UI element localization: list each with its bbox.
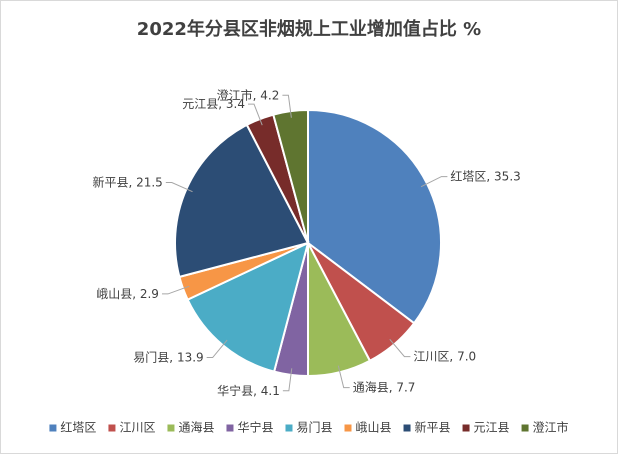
data-label-name: 红塔区 — [450, 168, 486, 183]
data-label-value: 2.9 — [140, 286, 159, 300]
legend-marker — [462, 424, 470, 432]
leader-line — [165, 182, 193, 193]
legend-marker — [521, 424, 529, 432]
data-label-separator: , — [218, 97, 226, 111]
data-label-name: 峨山县 — [96, 286, 132, 300]
legend: 红塔区 江川区 通海县 华宁县 易门县 峨山县 新平县 元江县 澄江市 — [49, 420, 569, 435]
data-label-separator: , — [486, 169, 494, 183]
data-label: 元江县, 3.4 — [182, 97, 245, 111]
data-label: 红塔区, 35.3 — [450, 168, 520, 183]
data-label-name: 澄江市 — [217, 87, 253, 102]
legend-marker — [226, 424, 234, 432]
legend-label: 元江县 — [474, 421, 510, 435]
data-label-value: 7.7 — [396, 380, 415, 394]
data-label-value: 7.0 — [457, 349, 476, 363]
data-label-name: 通海县 — [353, 379, 389, 394]
data-label-value: 4.2 — [260, 88, 279, 102]
leader-line — [282, 368, 293, 392]
data-label-separator: , — [128, 175, 136, 189]
leader-line — [206, 339, 228, 359]
legend-label: 峨山县 — [356, 421, 392, 435]
leader-line — [282, 94, 292, 118]
data-label: 通海县, 7.7 — [353, 379, 416, 394]
legend-marker — [49, 424, 57, 432]
leader-line — [337, 365, 350, 389]
legend-label: 新平县 — [415, 420, 451, 435]
data-label-name: 华宁县 — [217, 382, 253, 397]
legend-marker — [285, 424, 293, 432]
chart-title: 2022年分县区非烟规上工业增加值占比 % — [137, 18, 481, 40]
legend-label: 易门县 — [296, 420, 332, 435]
leader-line — [161, 285, 190, 295]
data-label-name: 元江县 — [182, 97, 218, 111]
data-label-value: 13.9 — [177, 350, 204, 364]
data-label-separator: , — [389, 380, 397, 394]
legend-marker — [167, 424, 175, 432]
leader-line — [420, 176, 448, 188]
legend-label: 江川区 — [119, 421, 155, 435]
data-label-name: 新平县 — [92, 174, 128, 189]
leader-line — [389, 339, 411, 358]
data-label-value: 4.1 — [261, 383, 280, 397]
data-label-separator: , — [449, 349, 457, 363]
data-label: 江川区, 7.0 — [413, 349, 476, 363]
data-label-name: 易门县 — [133, 349, 169, 364]
legend-marker — [403, 424, 411, 432]
data-label: 华宁县, 4.1 — [217, 382, 280, 397]
data-label: 易门县, 13.9 — [133, 349, 203, 364]
legend-marker — [344, 424, 352, 432]
data-label-name: 江川区 — [413, 349, 449, 363]
legend-label: 通海县 — [178, 420, 214, 435]
legend-label: 华宁县 — [237, 420, 273, 435]
data-label-separator: , — [253, 88, 261, 102]
legend-marker — [108, 424, 116, 432]
leader-line — [248, 103, 263, 126]
data-label-separator: , — [169, 350, 177, 364]
data-label: 新平县, 21.5 — [92, 174, 162, 189]
data-label-separator: , — [253, 383, 261, 397]
legend-label: 澄江市 — [533, 420, 569, 435]
data-label-value: 21.5 — [136, 175, 163, 189]
legend-label: 红塔区 — [60, 420, 96, 435]
data-label-value: 3.4 — [226, 97, 245, 111]
data-label-value: 35.3 — [494, 169, 521, 183]
data-label-separator: , — [132, 286, 140, 300]
data-label: 澄江市, 4.2 — [217, 87, 280, 102]
data-label: 峨山县, 2.9 — [96, 286, 159, 300]
